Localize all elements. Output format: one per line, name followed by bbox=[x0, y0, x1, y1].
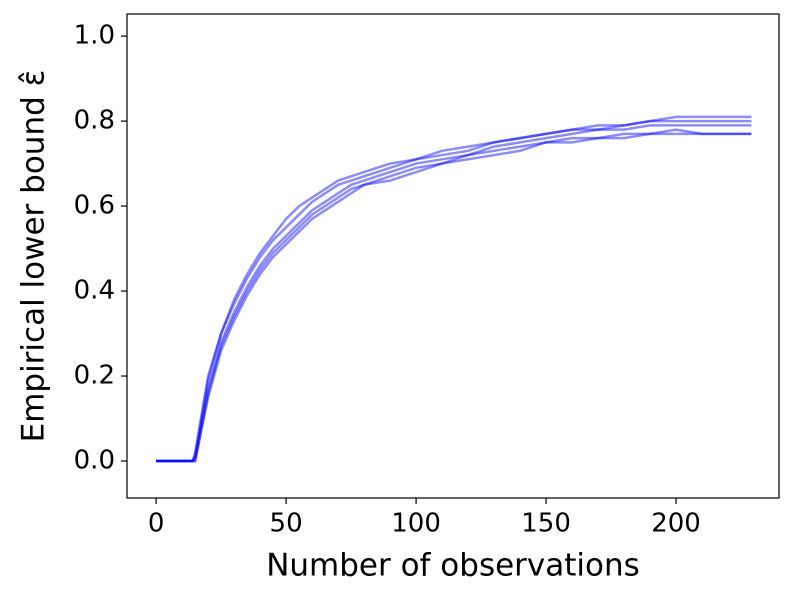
y-tick-label: 0.8 bbox=[74, 106, 115, 136]
series-line bbox=[156, 128, 752, 463]
plot-frame bbox=[126, 13, 780, 499]
x-tick-label: 100 bbox=[391, 509, 441, 539]
x-tick-label: 50 bbox=[270, 509, 303, 539]
y-tick-label: 0.2 bbox=[74, 361, 115, 391]
series-line bbox=[156, 132, 752, 463]
y-tick-label: 1.0 bbox=[74, 21, 115, 51]
series-line bbox=[156, 119, 752, 463]
series-line bbox=[156, 124, 752, 463]
x-tick-label: 200 bbox=[651, 509, 701, 539]
x-tick-label: 150 bbox=[521, 509, 571, 539]
series-line bbox=[156, 115, 752, 463]
y-tick-label: 0.6 bbox=[74, 191, 115, 221]
y-axis-label: Empirical lower bound ε̂ bbox=[16, 70, 52, 443]
y-tick-label: 0.4 bbox=[74, 276, 115, 306]
y-tick-label: 0.0 bbox=[74, 446, 115, 476]
x-tick-label: 0 bbox=[148, 509, 165, 539]
x-axis-label: Number of observations bbox=[266, 548, 640, 584]
